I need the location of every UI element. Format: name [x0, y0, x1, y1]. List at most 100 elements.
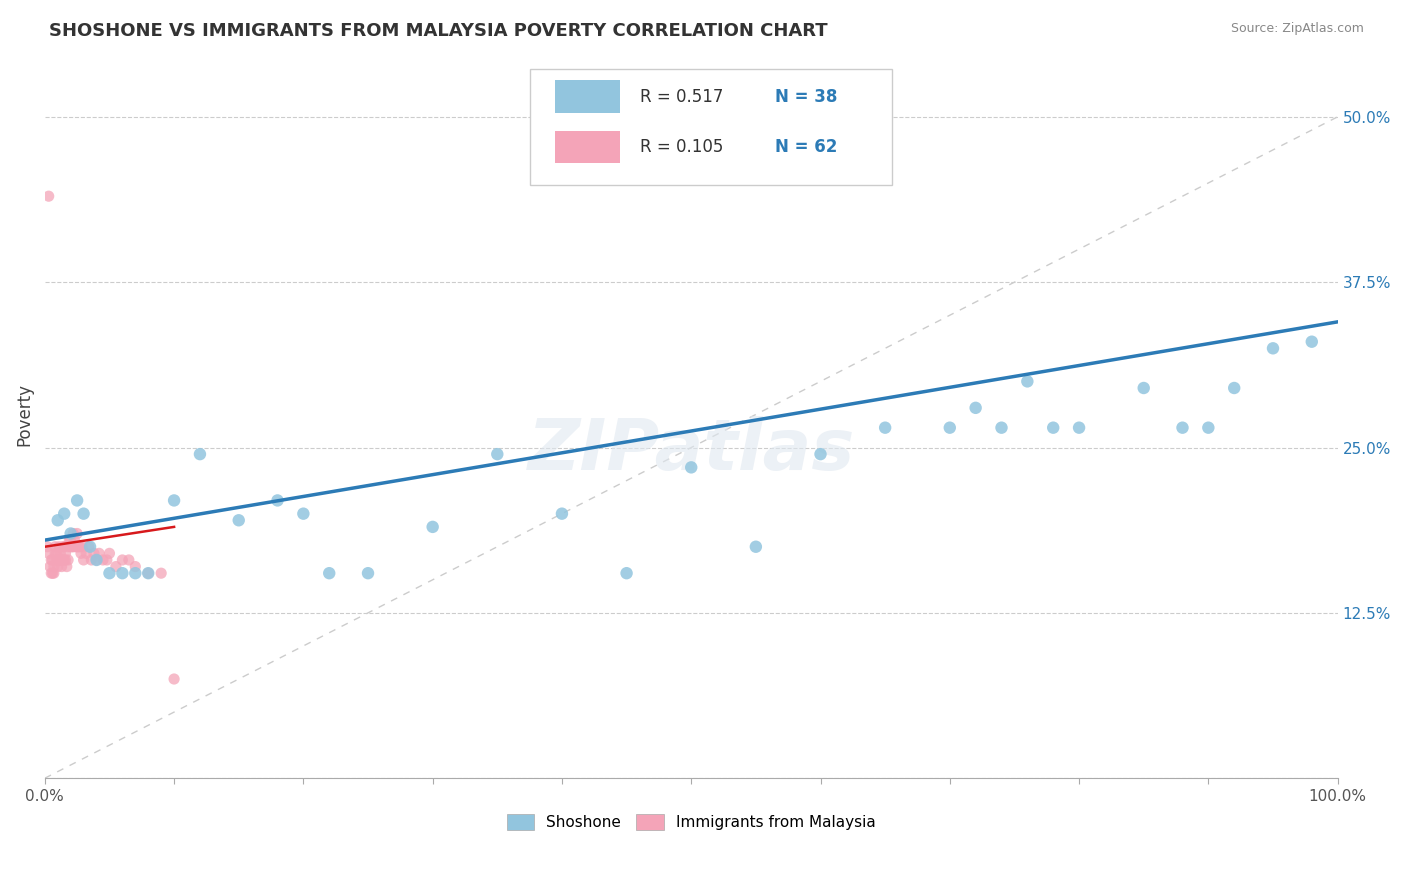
- Point: [96, 553, 118, 567]
- Point: [939, 420, 962, 434]
- Point: [111, 566, 134, 581]
- Point: [91, 553, 114, 567]
- Point: [55, 553, 77, 567]
- Point: [1223, 381, 1246, 395]
- Point: [53, 540, 76, 554]
- Text: R = 0.517: R = 0.517: [640, 87, 723, 105]
- Point: [59, 533, 82, 548]
- Point: [1171, 420, 1194, 434]
- Point: [45, 546, 67, 560]
- Point: [39, 553, 62, 567]
- Point: [62, 526, 84, 541]
- Point: [45, 553, 67, 567]
- Point: [53, 553, 76, 567]
- Point: [59, 526, 82, 541]
- Point: [228, 513, 250, 527]
- Legend: Shoshone, Immigrants from Malaysia: Shoshone, Immigrants from Malaysia: [501, 808, 882, 836]
- Point: [1042, 420, 1064, 434]
- Text: R = 0.105: R = 0.105: [640, 138, 723, 156]
- Point: [48, 540, 70, 554]
- Point: [41, 553, 63, 567]
- Point: [98, 546, 121, 560]
- Point: [49, 546, 72, 560]
- Point: [318, 566, 340, 581]
- Point: [1197, 420, 1219, 434]
- Point: [98, 566, 121, 581]
- Point: [72, 540, 94, 554]
- Point: [1067, 420, 1090, 434]
- Point: [60, 540, 83, 554]
- Point: [83, 546, 105, 560]
- Bar: [555, 79, 620, 112]
- Text: SHOSHONE VS IMMIGRANTS FROM MALAYSIA POVERTY CORRELATION CHART: SHOSHONE VS IMMIGRANTS FROM MALAYSIA POV…: [49, 22, 828, 40]
- Point: [79, 540, 101, 554]
- Point: [616, 566, 638, 581]
- Point: [150, 566, 173, 581]
- Point: [745, 540, 768, 554]
- Point: [39, 559, 62, 574]
- Point: [292, 507, 315, 521]
- Point: [69, 540, 91, 554]
- Point: [965, 401, 987, 415]
- Point: [67, 540, 90, 554]
- Bar: [555, 131, 620, 163]
- Point: [51, 559, 73, 574]
- Point: [77, 540, 100, 554]
- Point: [59, 540, 82, 554]
- Point: [163, 493, 186, 508]
- Point: [52, 553, 75, 567]
- Point: [56, 540, 79, 554]
- Point: [72, 507, 94, 521]
- Point: [38, 189, 60, 203]
- FancyBboxPatch shape: [530, 69, 891, 186]
- Point: [810, 447, 832, 461]
- Point: [49, 553, 72, 567]
- Point: [53, 507, 76, 521]
- Point: [1017, 375, 1039, 389]
- Point: [70, 546, 93, 560]
- Point: [52, 540, 75, 554]
- Point: [65, 540, 87, 554]
- Point: [39, 566, 62, 581]
- Point: [875, 420, 897, 434]
- Point: [44, 540, 66, 554]
- Point: [80, 553, 103, 567]
- Point: [1261, 341, 1284, 355]
- Point: [38, 546, 60, 560]
- Point: [118, 553, 141, 567]
- Point: [681, 460, 703, 475]
- Point: [62, 540, 84, 554]
- Point: [87, 546, 110, 560]
- Point: [188, 447, 211, 461]
- Text: N = 62: N = 62: [775, 138, 838, 156]
- Text: N = 38: N = 38: [775, 87, 838, 105]
- Text: ZIPatlas: ZIPatlas: [527, 417, 855, 485]
- Point: [41, 566, 63, 581]
- Point: [990, 420, 1012, 434]
- Point: [422, 520, 444, 534]
- Point: [75, 546, 97, 560]
- Point: [46, 513, 69, 527]
- Point: [63, 533, 86, 548]
- Point: [136, 566, 159, 581]
- Point: [72, 553, 94, 567]
- Point: [66, 493, 89, 508]
- Point: [66, 540, 89, 554]
- Point: [551, 507, 574, 521]
- Point: [55, 546, 77, 560]
- Point: [1301, 334, 1323, 349]
- Point: [46, 559, 69, 574]
- Point: [486, 447, 509, 461]
- Point: [86, 553, 108, 567]
- Point: [46, 553, 69, 567]
- Point: [124, 559, 146, 574]
- Point: [66, 526, 89, 541]
- Point: [37, 540, 59, 554]
- Point: [51, 553, 73, 567]
- Point: [42, 559, 65, 574]
- Point: [111, 553, 134, 567]
- Point: [357, 566, 380, 581]
- Point: [163, 672, 186, 686]
- Point: [1132, 381, 1154, 395]
- Point: [124, 566, 146, 581]
